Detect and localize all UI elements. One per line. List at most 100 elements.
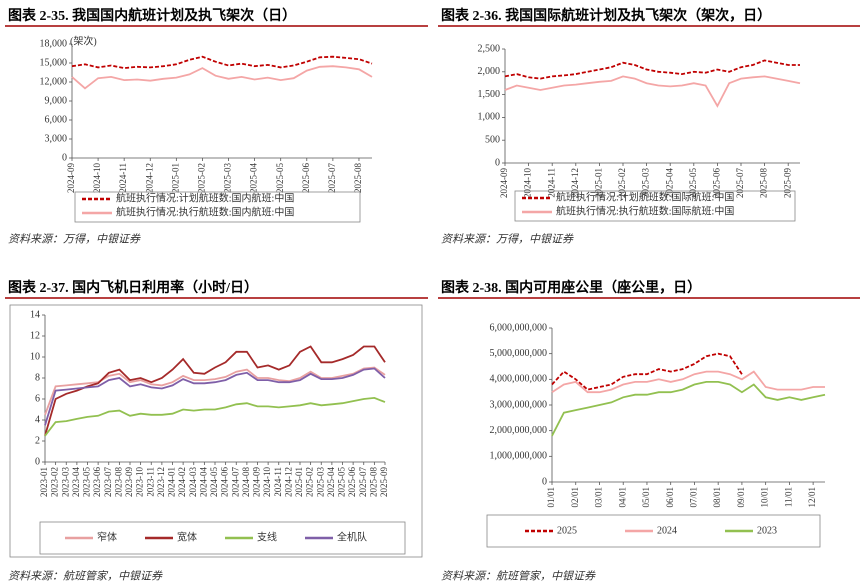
x-tick-label: 2024-01 [167, 467, 177, 497]
x-tick-label: 2024-11 [118, 163, 128, 193]
y-tick-label: 500 [485, 134, 500, 145]
y-tick-label: 10 [30, 351, 40, 362]
y-tick-label: 2,000,000,000 [490, 425, 548, 436]
x-tick-label: 06/01 [665, 487, 675, 508]
x-tick-label: 2023-05 [82, 467, 92, 497]
y-tick-label: 4 [35, 414, 40, 425]
x-tick-label: 2025-01 [593, 168, 603, 198]
source-note: 资料来源：航班管家，中银证券 [441, 570, 596, 583]
y-tick-label: 8 [35, 372, 40, 383]
x-tick-label: 2025-07 [358, 467, 368, 497]
x-tick-label: 2025-05 [337, 467, 347, 497]
x-tick-label: 2025-08 [368, 467, 378, 497]
x-tick-label: 2025-06 [711, 168, 721, 198]
y-tick-label: 6,000,000,000 [490, 322, 548, 333]
y-tick-label: 3,000,000,000 [490, 399, 548, 410]
y-unit: (架次) [70, 34, 97, 47]
y-tick-label: 12 [30, 330, 40, 341]
x-tick-label: 05/01 [641, 487, 651, 508]
x-tick-label: 03/01 [594, 487, 604, 508]
legend-label: 宽体 [177, 530, 197, 543]
x-tick-label: 2025-06 [347, 467, 357, 497]
data-line [44, 366, 386, 416]
x-tick-label: 10/01 [760, 487, 770, 508]
y-tick-label: 6 [35, 393, 40, 404]
x-tick-label: 2024-11 [546, 168, 556, 198]
x-tick-label: 11/01 [783, 487, 793, 507]
chart-title: 图表 2-36. 我国国际航班计划及执飞架次（架次，日） [441, 7, 771, 24]
x-tick-label: 2025-02 [196, 163, 206, 193]
x-tick-label: 2024-05 [209, 467, 219, 497]
y-tick-label: 1,000 [478, 112, 501, 123]
x-tick-label: 2024-09 [252, 467, 262, 497]
x-tick-label: 2024-02 [177, 467, 187, 497]
x-tick-label: 2023-08 [113, 467, 123, 497]
x-tick-label: 2023-02 [50, 467, 60, 497]
x-tick-label: 2024-09 [499, 168, 509, 198]
x-tick-label: 2024-08 [241, 467, 251, 497]
legend-label: 2025 [557, 525, 577, 536]
data-line [71, 55, 373, 70]
data-line [551, 381, 826, 437]
legend-label: 2024 [657, 525, 677, 536]
x-tick-label: 02/01 [570, 487, 580, 508]
x-tick-label: 04/01 [617, 487, 627, 508]
data-line [71, 65, 373, 90]
x-tick-label: 2025-05 [688, 168, 698, 198]
chart-title: 图表 2-38. 国内可用座公里（座公里，日） [441, 279, 701, 296]
legend-box [486, 514, 821, 548]
data-line [504, 75, 801, 108]
chart-title: 图表 2-35. 我国国内航班计划及执飞架次（日） [8, 7, 296, 24]
x-tick-label: 2023-03 [60, 467, 70, 497]
x-tick-label: 2024-12 [570, 168, 580, 198]
x-tick-label: 2024-10 [262, 467, 272, 497]
y-tick-label: 5,000,000,000 [490, 348, 548, 359]
y-tick-label: 12,000 [40, 76, 68, 87]
y-tick-label: 2 [35, 435, 40, 446]
x-tick-label: 2024-11 [273, 467, 283, 497]
y-tick-label: 6,000 [45, 114, 68, 125]
y-tick-label: 2,000 [478, 66, 501, 77]
legend-label: 航班执行情况:执行航班数:国内航班:中国 [116, 205, 294, 218]
x-tick-label: 2025-03 [641, 168, 651, 198]
x-tick-label: 2024-07 [230, 467, 240, 497]
x-tick-label: 2024-12 [144, 163, 154, 193]
x-tick-label: 2023-09 [124, 467, 134, 497]
x-tick-label: 2025-06 [301, 163, 311, 193]
x-tick-label: 2024-06 [220, 467, 230, 497]
x-tick-label: 2024-04 [198, 467, 208, 497]
data-line [504, 59, 800, 80]
data-line [44, 367, 386, 426]
x-tick-label: 2025-08 [353, 163, 363, 193]
x-tick-label: 2025-08 [759, 168, 769, 198]
x-tick-label: 2023-07 [103, 467, 113, 497]
x-tick-label: 2024-12 [283, 467, 293, 497]
y-tick-label: 14 [30, 309, 40, 320]
x-tick-label: 2025-02 [305, 467, 315, 497]
x-tick-label: 2023-11 [145, 467, 155, 497]
legend-label: 全机队 [337, 530, 367, 543]
y-tick-label: 18,000 [40, 38, 68, 49]
data-line [551, 370, 825, 394]
legend-label: 2023 [757, 525, 777, 536]
y-tick-label: 15,000 [40, 57, 68, 68]
y-tick-label: 1,000,000,000 [490, 451, 548, 462]
x-tick-label: 2025-03 [223, 163, 233, 193]
x-tick-label: 2025-04 [664, 168, 674, 198]
legend-box [39, 521, 406, 555]
legend-label: 航班执行情况:计划航班数:国际航班:中国 [556, 190, 734, 203]
y-tick-label: 2,500 [478, 43, 501, 54]
legend-box [514, 190, 796, 222]
x-tick-label: 2025-03 [315, 467, 325, 497]
legend-label: 窄体 [97, 530, 117, 543]
y-tick-label: 4,000,000,000 [490, 374, 548, 385]
x-tick-label: 01/01 [546, 487, 556, 508]
legend-box [74, 191, 361, 223]
data-line [44, 396, 386, 437]
x-tick-label: 2025-01 [294, 467, 304, 497]
source-note: 资料来源：航班管家，中银证券 [8, 570, 163, 583]
y-tick-label: 3,000 [45, 133, 68, 144]
y-tick-label: 1,500 [478, 89, 501, 100]
chart-frame [9, 304, 423, 558]
x-tick-label: 2024-10 [92, 163, 102, 193]
